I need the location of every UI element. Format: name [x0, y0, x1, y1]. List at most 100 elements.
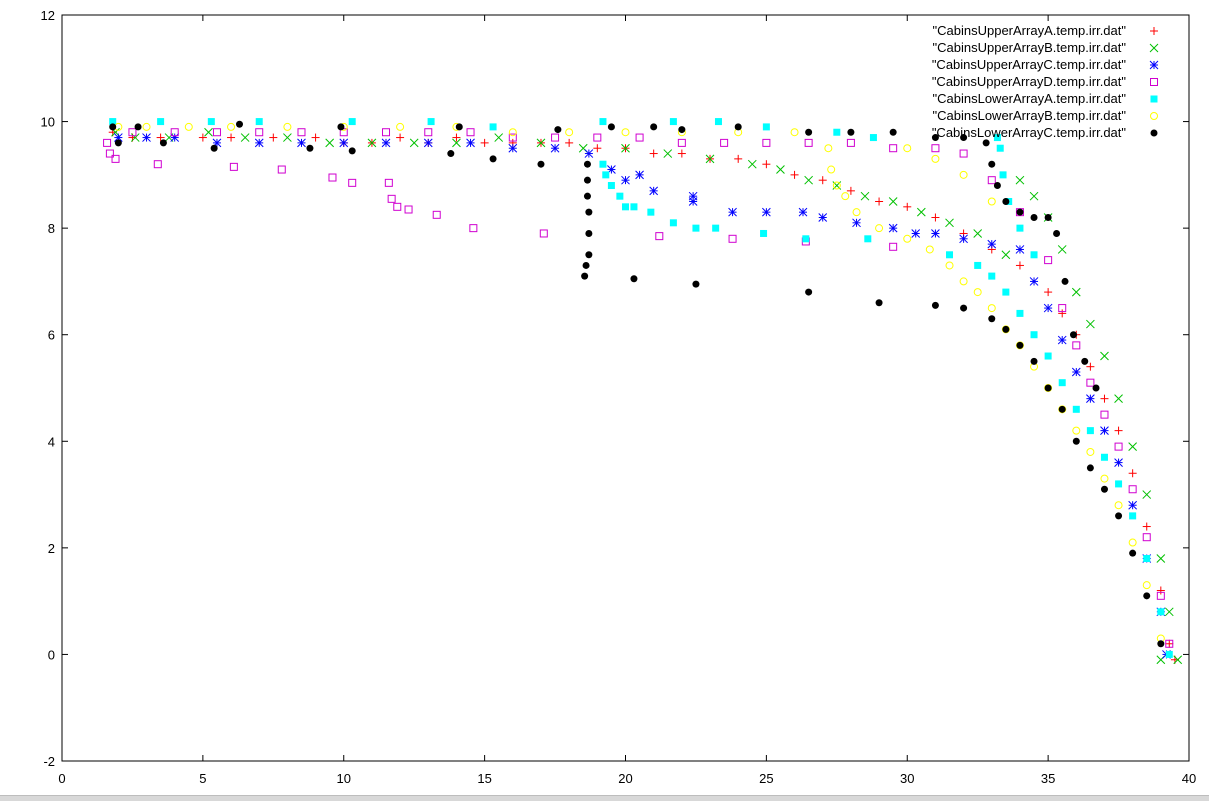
data-point — [255, 128, 264, 137]
data-point — [663, 149, 673, 158]
marker-stroke — [728, 207, 737, 217]
data-point — [1015, 245, 1025, 254]
data-point — [959, 170, 968, 179]
marker-stroke — [852, 218, 861, 228]
data-point — [480, 138, 489, 147]
marker-stroke — [254, 138, 264, 148]
data-point — [1114, 394, 1123, 404]
data-point — [959, 234, 968, 244]
data-point — [269, 133, 278, 142]
data-point — [396, 133, 405, 142]
data-point — [381, 138, 391, 148]
data-point — [852, 218, 861, 228]
data-point — [142, 133, 151, 142]
marker-stroke — [142, 133, 151, 142]
series-7 — [109, 120, 1165, 648]
data-point — [599, 160, 607, 168]
data-point — [1016, 309, 1024, 317]
data-point — [1086, 319, 1095, 329]
data-point — [847, 128, 855, 136]
data-point — [550, 143, 560, 153]
data-point — [903, 144, 912, 153]
data-point — [537, 160, 545, 168]
data-point — [583, 192, 591, 200]
data-point — [945, 218, 954, 228]
data-point — [536, 138, 546, 148]
data-point — [987, 304, 996, 313]
y-tick-label: 8 — [48, 221, 55, 236]
data-point — [311, 133, 320, 142]
data-point — [306, 144, 314, 152]
data-point — [987, 197, 996, 206]
data-point — [996, 144, 1004, 152]
data-point — [227, 133, 236, 142]
marker-stroke — [584, 149, 594, 158]
data-point — [1165, 650, 1173, 658]
marker-stroke — [1057, 245, 1067, 254]
data-point — [916, 207, 926, 217]
data-point — [565, 128, 574, 137]
legend-label: "CabinsUpperArrayB.temp.irr.dat" — [933, 40, 1127, 55]
x-tick-label: 5 — [199, 771, 206, 786]
data-point — [802, 235, 810, 243]
data-point — [804, 175, 813, 185]
data-point — [607, 182, 615, 190]
data-point — [635, 170, 644, 180]
data-point — [669, 219, 677, 227]
data-point — [103, 138, 112, 147]
data-point — [762, 138, 771, 147]
data-point — [630, 275, 638, 283]
marker-stroke — [130, 133, 140, 142]
data-point — [227, 122, 236, 131]
marker-stroke — [170, 133, 180, 142]
marker-stroke — [635, 170, 644, 180]
y-tick-label: 0 — [48, 647, 55, 662]
data-point — [1100, 351, 1109, 361]
data-point — [776, 165, 785, 174]
data-point — [452, 133, 461, 142]
data-point — [157, 118, 165, 126]
data-point — [339, 138, 349, 148]
data-point — [1100, 453, 1108, 461]
marker-stroke — [1086, 394, 1095, 404]
data-point — [973, 229, 983, 238]
data-point — [585, 251, 593, 259]
data-point — [1081, 357, 1089, 365]
data-point — [1086, 447, 1095, 456]
data-point — [1128, 538, 1137, 547]
marker-stroke — [339, 138, 349, 148]
legend-symbol — [1149, 60, 1159, 70]
data-point — [833, 128, 841, 136]
data-point — [153, 160, 162, 169]
data-point — [1044, 213, 1052, 221]
marker-stroke — [508, 143, 518, 153]
data-point — [427, 118, 435, 126]
data-point — [692, 224, 700, 232]
data-point — [832, 181, 841, 190]
data-point — [860, 191, 870, 201]
data-point — [805, 288, 813, 296]
data-point — [1128, 442, 1138, 451]
data-point — [1128, 485, 1137, 494]
data-point — [1157, 608, 1165, 616]
marker-stroke — [911, 229, 921, 238]
marker-stroke — [959, 234, 968, 244]
data-point — [987, 239, 997, 249]
data-point — [489, 123, 497, 131]
data-point — [254, 138, 264, 148]
marker-stroke — [973, 229, 983, 238]
marker-stroke — [663, 149, 673, 158]
marker-stroke — [798, 207, 808, 217]
data-point — [113, 133, 123, 142]
data-point — [1086, 378, 1095, 387]
data-point — [852, 208, 861, 217]
marker-stroke — [1001, 250, 1011, 260]
data-point — [134, 123, 142, 131]
data-point — [382, 128, 391, 137]
data-point — [229, 162, 238, 171]
data-point — [1164, 607, 1174, 617]
data-point — [581, 272, 589, 280]
data-point — [212, 128, 221, 137]
data-point — [931, 144, 940, 153]
